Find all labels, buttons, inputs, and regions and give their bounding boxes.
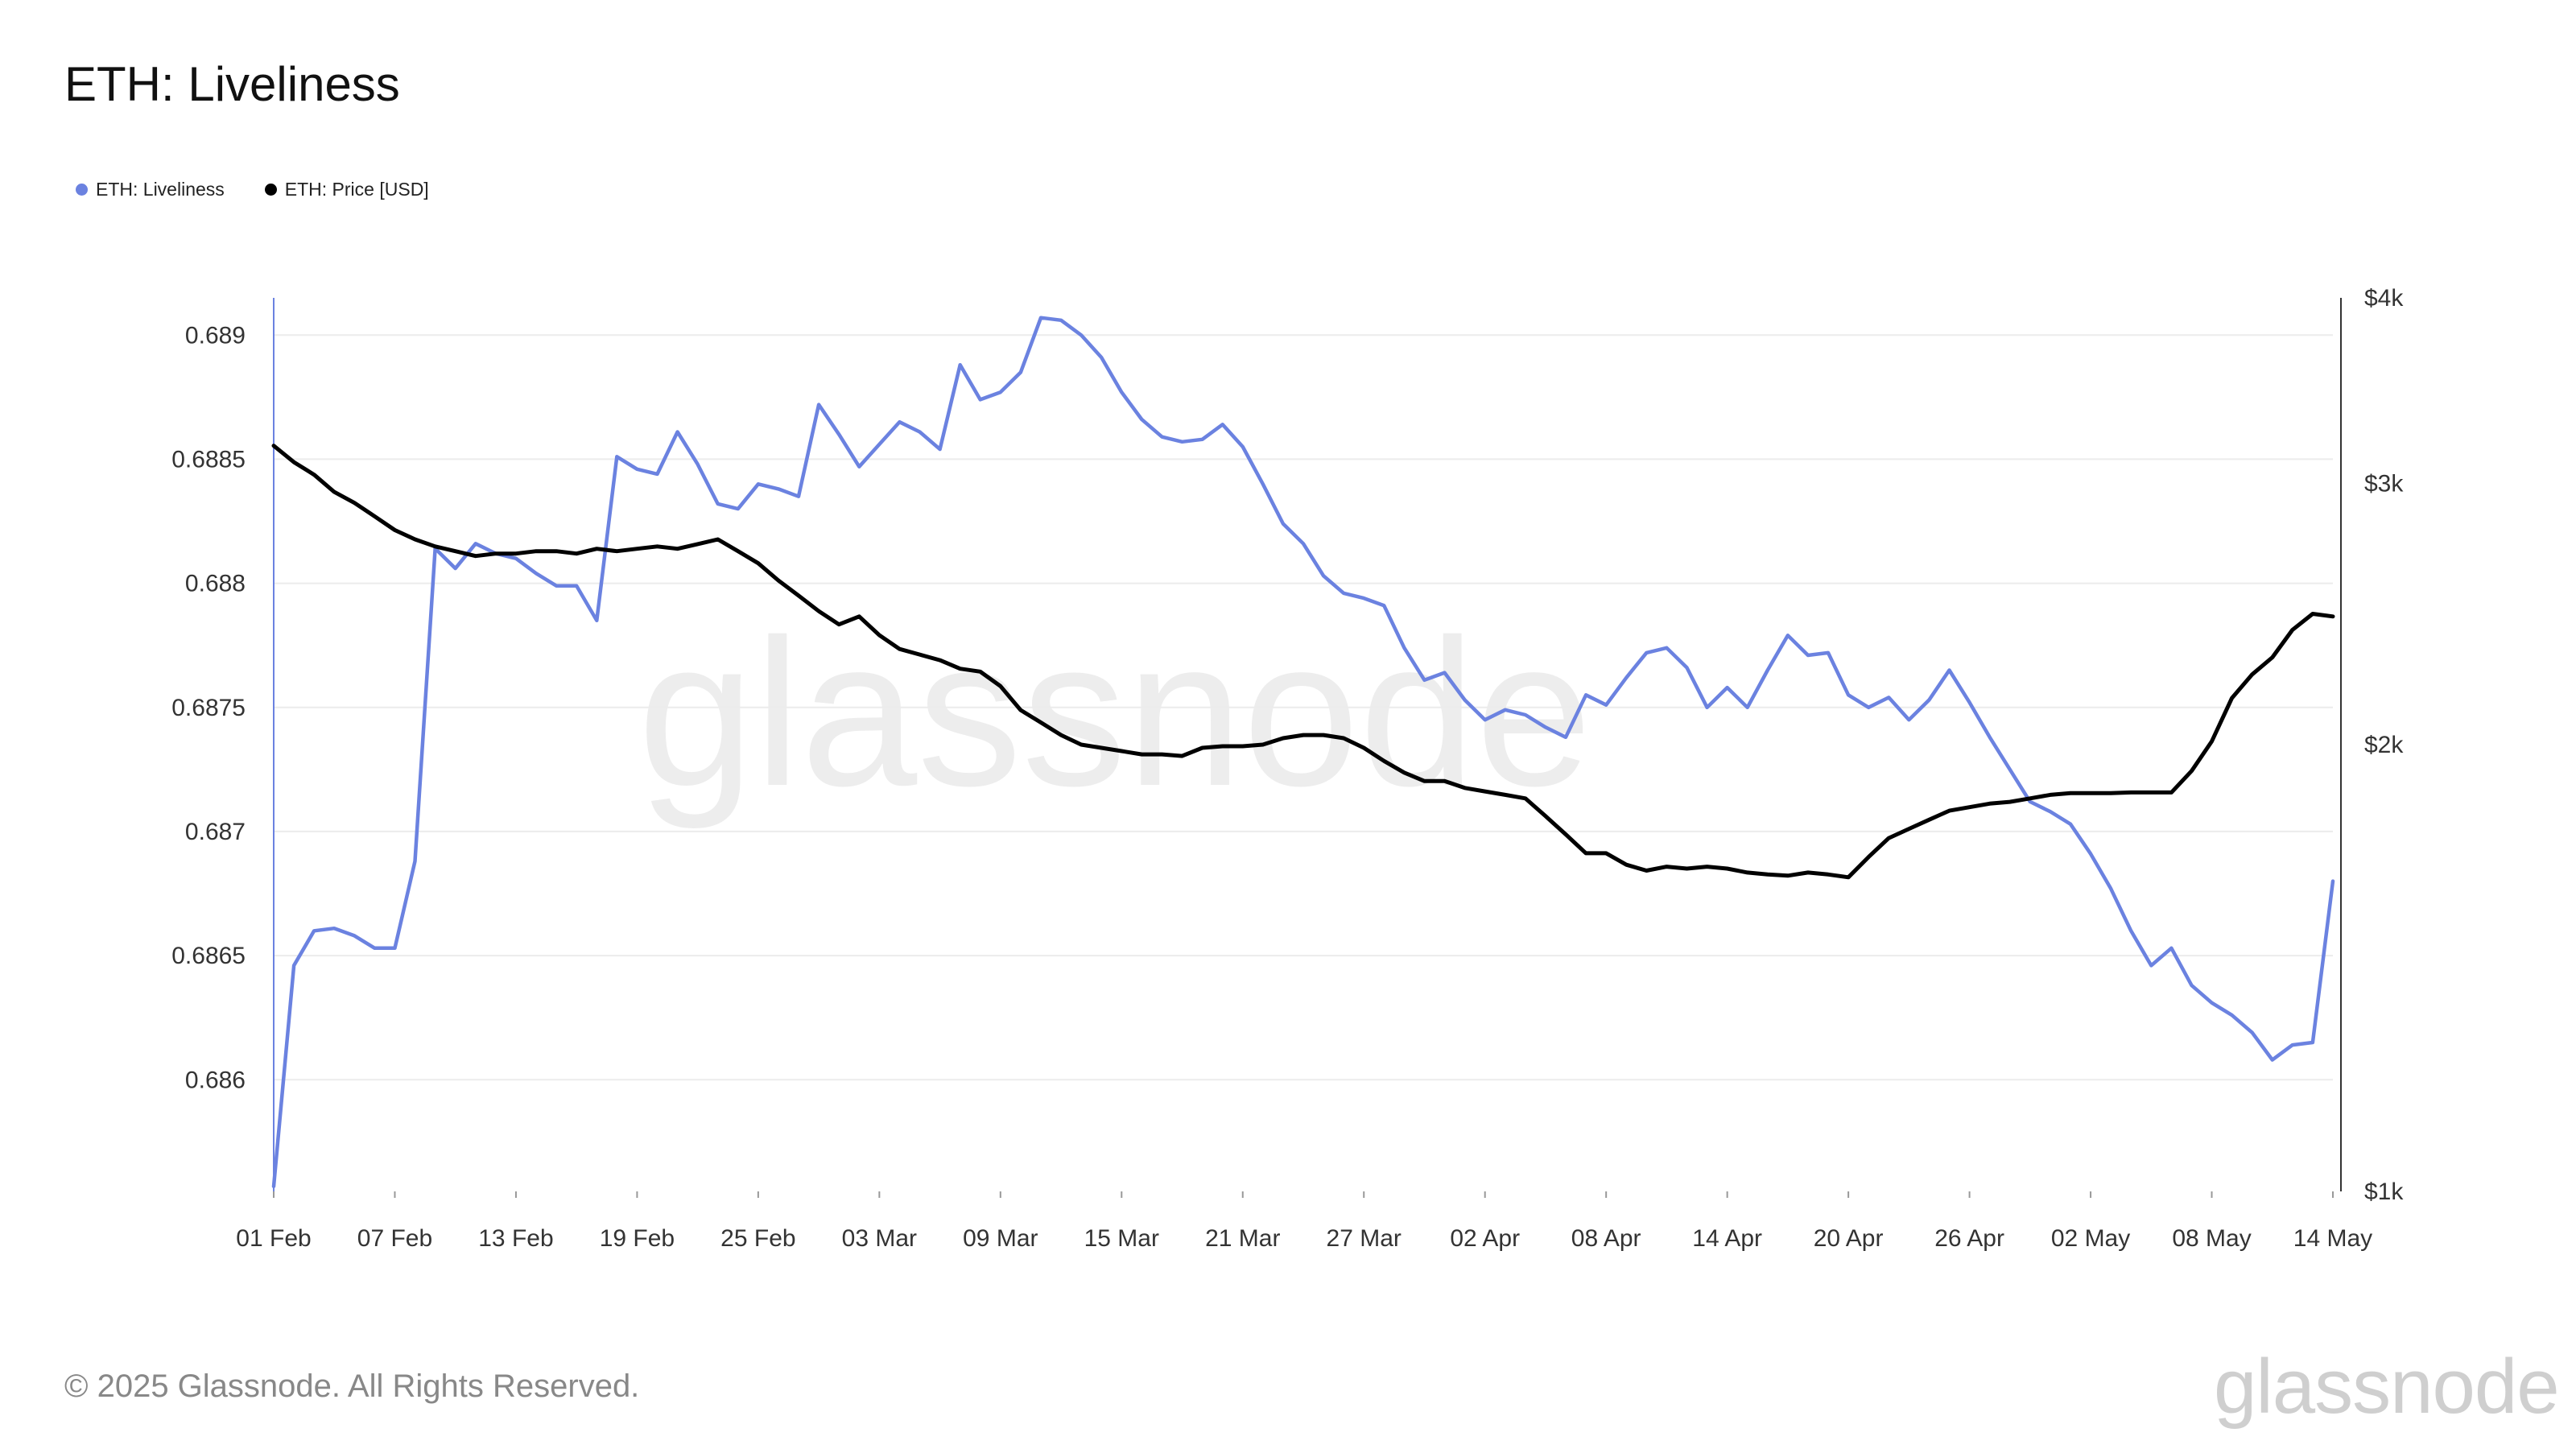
chart-legend: ETH: Liveliness ETH: Price [USD] xyxy=(76,179,469,200)
x-tick-label: 07 Feb xyxy=(357,1225,432,1252)
x-tick-label: 01 Feb xyxy=(236,1225,311,1252)
legend-label: ETH: Liveliness xyxy=(96,179,225,200)
x-tick-label: 09 Mar xyxy=(963,1225,1038,1252)
x-tick-label: 27 Mar xyxy=(1327,1225,1402,1252)
x-tick-label: 13 Feb xyxy=(478,1225,553,1252)
x-tick-label: 25 Feb xyxy=(720,1225,795,1252)
x-tick-label: 08 May xyxy=(2172,1225,2251,1252)
x-tick-label: 02 May xyxy=(2051,1225,2130,1252)
legend-item-liveliness[interactable]: ETH: Liveliness xyxy=(76,179,225,200)
x-tick-label: 03 Mar xyxy=(842,1225,917,1252)
y-right-tick-label: $1k xyxy=(2364,1179,2404,1205)
x-tick-label: 14 Apr xyxy=(1692,1225,1762,1252)
x-tick-label: 20 Apr xyxy=(1814,1225,1884,1252)
y-left-tick-label: 0.686 xyxy=(185,1067,246,1093)
watermark: glassnode xyxy=(638,597,1591,831)
y-left-tick-label: 0.6865 xyxy=(171,943,246,969)
legend-item-price[interactable]: ETH: Price [USD] xyxy=(264,179,429,200)
x-tick-label: 15 Mar xyxy=(1084,1225,1159,1252)
copyright-notice: © 2025 Glassnode. All Rights Reserved. xyxy=(64,1368,640,1404)
x-tick-label: 21 Mar xyxy=(1205,1225,1280,1252)
y-right-tick-label: $2k xyxy=(2364,732,2404,758)
y-left-tick-label: 0.6875 xyxy=(171,695,246,721)
y-left-tick-label: 0.688 xyxy=(185,571,246,597)
y-left-tick-label: 0.689 xyxy=(185,322,246,349)
y-right-tick-label: $4k xyxy=(2364,285,2404,312)
legend-dot-icon xyxy=(264,184,277,196)
legend-dot-icon xyxy=(76,184,88,196)
series-line-liveliness[interactable] xyxy=(271,316,2335,1189)
x-tick-label: 02 Apr xyxy=(1450,1225,1520,1252)
glassnode-logo: glassnode xyxy=(2214,1344,2560,1430)
y-right-tick-label: $3k xyxy=(2364,470,2404,497)
page-title: ETH: Liveliness xyxy=(64,57,400,111)
x-tick-label: 26 Apr xyxy=(1934,1225,2004,1252)
y-left-tick-label: 0.6885 xyxy=(171,446,246,473)
legend-label: ETH: Price [USD] xyxy=(284,179,429,200)
y-left-tick-label: 0.687 xyxy=(185,819,246,845)
x-tick-label: 19 Feb xyxy=(600,1225,675,1252)
series-line-price[interactable] xyxy=(271,444,2335,880)
x-tick-label: 14 May xyxy=(2293,1225,2372,1252)
x-tick-label: 08 Apr xyxy=(1571,1225,1641,1252)
